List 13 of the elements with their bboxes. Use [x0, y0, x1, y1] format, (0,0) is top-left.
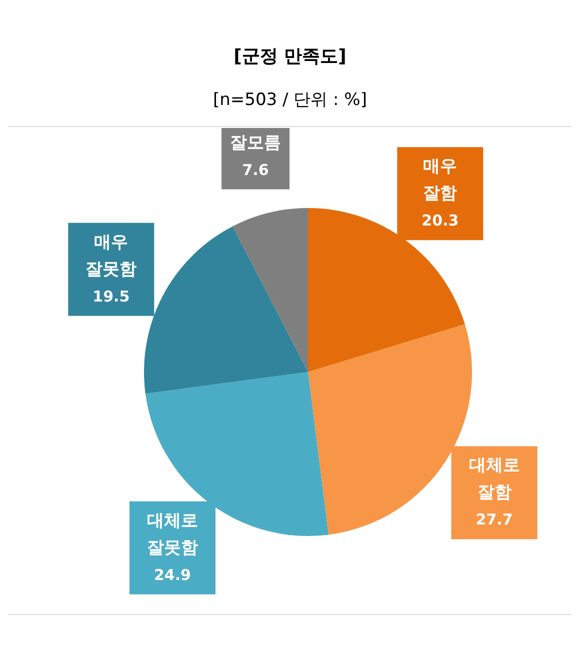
- chart-subtitle: [n=503 / 단위 : %]: [212, 89, 368, 111]
- data-label: 20.3: [422, 212, 459, 230]
- slice-label: 잘모름: [230, 132, 281, 153]
- slice-label: 매우 잘함: [423, 156, 458, 204]
- chart-title: [군정 만족도]: [232, 45, 348, 68]
- slice-label: 매우 잘못함: [86, 232, 137, 280]
- data-label: 19.5: [92, 287, 130, 306]
- slice-label: 대체로 잘못함: [146, 510, 198, 558]
- data-label: 7.6: [242, 160, 269, 179]
- slice-label: 대체로 잘함: [468, 456, 520, 503]
- data-label: 27.7: [476, 510, 513, 529]
- data-label: 24.9: [154, 566, 191, 584]
- pie-slice: [232, 208, 308, 372]
